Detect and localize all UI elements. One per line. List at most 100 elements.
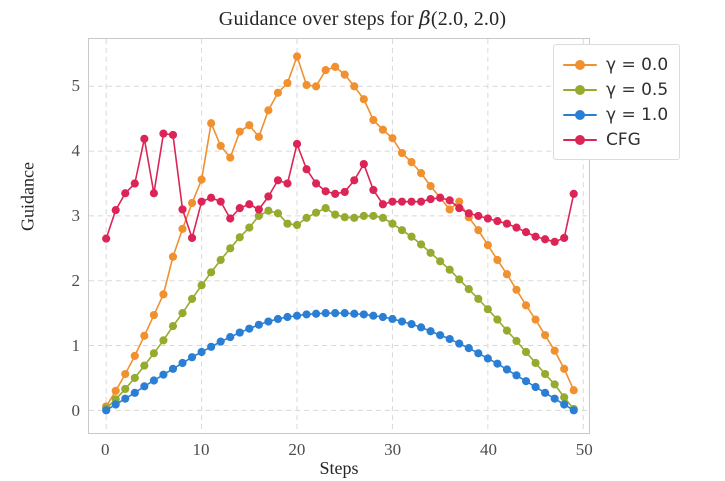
legend-swatch-icon <box>563 58 597 72</box>
series-line <box>105 207 575 410</box>
data-point <box>207 268 216 277</box>
data-point <box>159 129 168 138</box>
series-3 <box>102 309 578 415</box>
data-point <box>445 334 454 344</box>
data-point <box>321 309 330 318</box>
data-point <box>531 232 540 241</box>
data-point <box>226 333 235 342</box>
data-point <box>331 309 340 318</box>
data-point <box>569 406 578 415</box>
data-point <box>254 320 263 329</box>
legend-item-2[interactable]: γ = 0.5 <box>563 77 668 102</box>
data-point <box>207 342 216 351</box>
x-axis-ticks: 0 10 20 30 40 50 <box>88 436 593 462</box>
data-point <box>550 237 559 246</box>
data-point <box>197 281 206 290</box>
data-point <box>264 192 273 201</box>
data-point <box>130 388 139 397</box>
data-point <box>502 365 512 374</box>
data-point <box>502 270 512 279</box>
data-point <box>416 240 426 249</box>
chart-legend: γ = 0.0 γ = 0.5 γ = 1.0 CFG <box>553 44 681 160</box>
data-point <box>235 233 244 242</box>
data-point <box>483 354 492 363</box>
data-point <box>350 309 359 318</box>
data-point <box>474 226 483 235</box>
data-point <box>397 226 407 235</box>
data-point <box>312 82 321 91</box>
data-point <box>493 359 502 368</box>
data-point <box>302 213 311 222</box>
legend-label: CFG <box>606 129 641 150</box>
data-point <box>254 205 263 214</box>
data-point <box>474 294 483 303</box>
data-point <box>312 309 321 318</box>
data-point <box>407 197 416 206</box>
y-tick-label: 1 <box>71 336 81 356</box>
data-point <box>464 209 473 218</box>
data-point <box>292 220 302 230</box>
data-point <box>130 179 139 188</box>
data-point <box>178 205 187 214</box>
data-point <box>273 176 283 185</box>
data-point <box>359 211 368 220</box>
x-tick-label: 0 <box>100 440 110 459</box>
data-point <box>340 309 349 318</box>
data-point <box>140 382 149 391</box>
data-point <box>388 134 397 143</box>
data-point <box>340 70 349 79</box>
data-point <box>378 312 387 322</box>
legend-item-1[interactable]: γ = 0.0 <box>563 52 668 77</box>
data-point <box>416 197 426 206</box>
data-point <box>197 197 206 206</box>
data-point <box>569 189 578 198</box>
data-point <box>426 248 435 257</box>
data-point <box>426 182 435 191</box>
data-point <box>483 240 492 250</box>
data-point <box>292 311 302 320</box>
data-point <box>197 175 206 184</box>
data-point <box>140 361 149 370</box>
data-point <box>264 317 273 326</box>
data-point <box>521 301 531 310</box>
data-point <box>397 197 407 206</box>
legend-item-4[interactable]: CFG <box>563 127 668 152</box>
data-point <box>531 358 540 368</box>
data-point <box>331 62 340 71</box>
data-point <box>369 115 378 125</box>
data-point <box>302 310 311 319</box>
legend-swatch-icon <box>563 108 597 122</box>
data-point <box>235 328 244 337</box>
data-point <box>216 141 225 151</box>
data-point <box>474 211 483 220</box>
legend-item-3[interactable]: γ = 1.0 <box>563 102 668 127</box>
data-point <box>359 95 368 104</box>
data-point <box>216 255 225 265</box>
data-point <box>159 336 168 345</box>
data-point <box>140 134 149 143</box>
data-point <box>436 331 445 340</box>
data-point <box>455 204 464 213</box>
data-point <box>312 179 321 188</box>
data-point <box>226 244 235 253</box>
y-tick-label: 5 <box>71 75 81 95</box>
x-tick-label: 50 <box>575 440 593 459</box>
data-point <box>502 326 512 335</box>
data-point <box>264 106 273 115</box>
data-point <box>178 224 187 233</box>
data-point <box>187 198 197 208</box>
data-point <box>350 82 359 91</box>
data-point <box>407 158 416 167</box>
data-point <box>407 320 416 329</box>
data-point <box>302 165 311 174</box>
legend-label: γ = 0.5 <box>606 79 669 100</box>
data-point <box>455 339 464 348</box>
data-point <box>207 119 216 128</box>
data-point <box>149 376 158 385</box>
data-point <box>245 121 254 130</box>
data-point <box>273 209 283 218</box>
data-point <box>550 394 559 403</box>
legend-label: γ = 0.0 <box>606 54 669 75</box>
data-point <box>445 205 454 214</box>
